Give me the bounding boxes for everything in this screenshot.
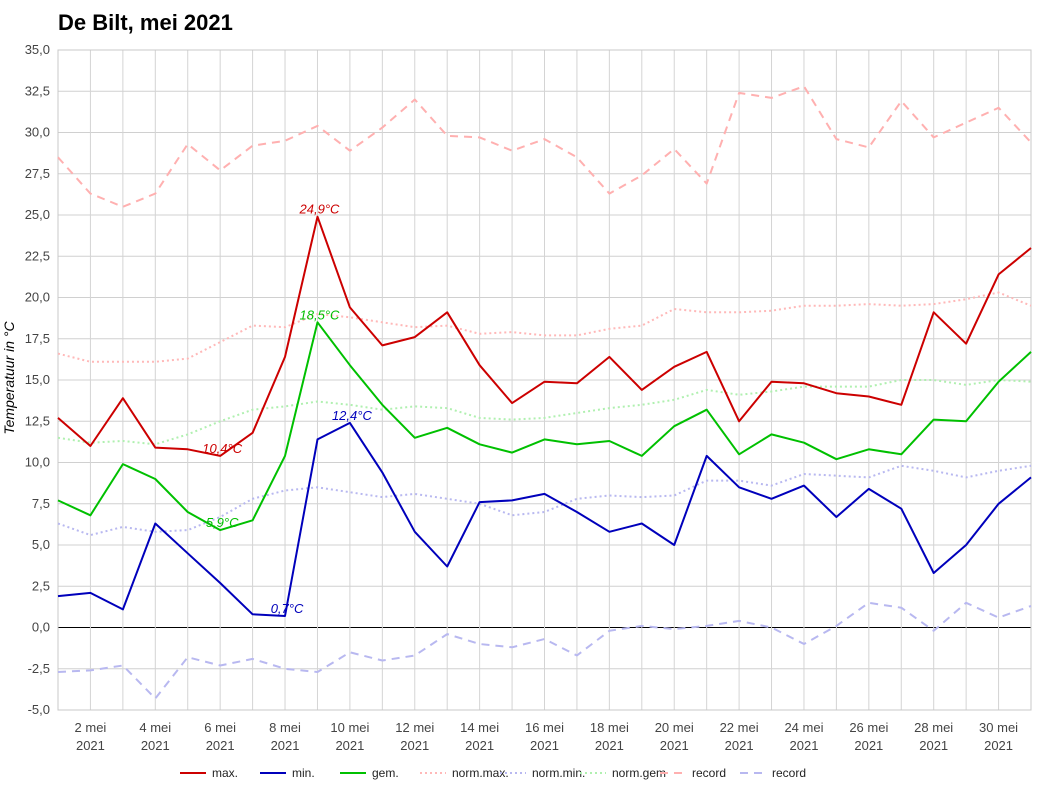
grid bbox=[57, 49, 1032, 711]
series-line-max bbox=[57, 215, 1032, 457]
plot-frame bbox=[57, 49, 1032, 711]
legend-label: min. bbox=[292, 766, 315, 780]
y-tick-label: -5,0 bbox=[28, 702, 50, 717]
annotation-label: 24,9°C bbox=[299, 202, 341, 217]
y-tick-label: 27,5 bbox=[25, 166, 50, 181]
y-tick-label: 7,5 bbox=[32, 496, 50, 511]
y-tick-label: 25,0 bbox=[25, 207, 50, 222]
x-tick-label: 2 mei bbox=[75, 720, 107, 735]
legend: max. min. gem. norm.max. norm.min. norm.gem re… bbox=[180, 766, 806, 780]
chart-title: De Bilt, mei 2021 bbox=[58, 10, 233, 35]
x-tick-year: 2021 bbox=[790, 738, 819, 753]
x-tick-year: 2021 bbox=[335, 738, 364, 753]
annotation-label: 12,4°C bbox=[332, 408, 373, 423]
x-tick-year: 2021 bbox=[530, 738, 559, 753]
y-tick-label: -2,5 bbox=[28, 661, 50, 676]
x-tick-year: 2021 bbox=[854, 738, 883, 753]
x-tick-label: 16 mei bbox=[525, 720, 564, 735]
x-tick-year: 2021 bbox=[141, 738, 170, 753]
annotation-label: 10,4°C bbox=[202, 441, 243, 456]
y-tick-label: 15,0 bbox=[25, 372, 50, 387]
x-tick-label: 28 mei bbox=[914, 720, 953, 735]
x-tick-year: 2021 bbox=[400, 738, 429, 753]
y-tick-label: 32,5 bbox=[25, 83, 50, 98]
y-tick-label: 17,5 bbox=[25, 331, 50, 346]
y-tick-label: 2,5 bbox=[32, 578, 50, 593]
x-tick-label: 30 mei bbox=[979, 720, 1018, 735]
x-tick-year: 2021 bbox=[465, 738, 494, 753]
series-line-normmin bbox=[57, 464, 1032, 537]
x-tick-year: 2021 bbox=[271, 738, 300, 753]
x-tick-label: 18 mei bbox=[590, 720, 629, 735]
legend-label: record bbox=[772, 766, 806, 780]
legend-label: norm.max. bbox=[452, 766, 509, 780]
x-tick-label: 12 mei bbox=[395, 720, 434, 735]
x-axis-ticks: 2 mei 2021 4 mei 2021 6 mei 2021 8 mei 2021 10 m… bbox=[75, 720, 1019, 753]
x-tick-year: 2021 bbox=[595, 738, 624, 753]
x-tick-year: 2021 bbox=[725, 738, 754, 753]
series-line-record bbox=[57, 85, 1032, 208]
legend-label: max. bbox=[212, 766, 238, 780]
x-tick-label: 22 mei bbox=[720, 720, 759, 735]
series-line-record bbox=[57, 601, 1032, 700]
x-tick-label: 26 mei bbox=[849, 720, 888, 735]
y-axis-label: Temperatuur in °C bbox=[1, 320, 17, 434]
y-tick-label: 30,0 bbox=[25, 125, 50, 140]
x-tick-label: 20 mei bbox=[655, 720, 694, 735]
y-tick-label: 0,0 bbox=[32, 620, 50, 635]
y-tick-label: 35,0 bbox=[25, 42, 50, 57]
legend-label: norm.gem bbox=[612, 766, 666, 780]
y-tick-label: 20,0 bbox=[25, 290, 50, 305]
series-line-min bbox=[57, 421, 1032, 617]
legend-label: norm.min. bbox=[532, 766, 585, 780]
y-tick-label: 12,5 bbox=[25, 413, 50, 428]
x-tick-label: 14 mei bbox=[460, 720, 499, 735]
x-tick-label: 10 mei bbox=[330, 720, 369, 735]
annotation-label: 5,9°C bbox=[206, 515, 239, 530]
x-tick-year: 2021 bbox=[919, 738, 948, 753]
series-line-normgem bbox=[57, 379, 1032, 446]
series-line-normmax bbox=[57, 291, 1032, 363]
annotation-label: 0,7°C bbox=[271, 601, 304, 616]
legend-label: record bbox=[692, 766, 726, 780]
x-tick-year: 2021 bbox=[76, 738, 105, 753]
series-lines bbox=[57, 85, 1032, 700]
y-tick-label: 22,5 bbox=[25, 248, 50, 263]
y-tick-label: 10,0 bbox=[25, 455, 50, 470]
legend-label: gem. bbox=[372, 766, 399, 780]
x-tick-year: 2021 bbox=[984, 738, 1013, 753]
x-tick-label: 24 mei bbox=[784, 720, 823, 735]
y-tick-label: 5,0 bbox=[32, 537, 50, 552]
x-tick-label: 8 mei bbox=[269, 720, 301, 735]
annotations: 24,9°C 10,4°C 18,5°C 5,9°C 12,4°C 0,7°C bbox=[202, 202, 372, 616]
x-tick-label: 4 mei bbox=[139, 720, 171, 735]
x-tick-year: 2021 bbox=[206, 738, 235, 753]
x-tick-year: 2021 bbox=[660, 738, 689, 753]
x-tick-label: 6 mei bbox=[204, 720, 236, 735]
series-line-gem bbox=[57, 321, 1032, 532]
y-axis-ticks: 35,0 32,5 30,0 27,5 25,0 22,5 20,0 17,5 15,0 12,5… bbox=[25, 42, 50, 717]
annotation-label: 18,5°C bbox=[300, 307, 341, 322]
